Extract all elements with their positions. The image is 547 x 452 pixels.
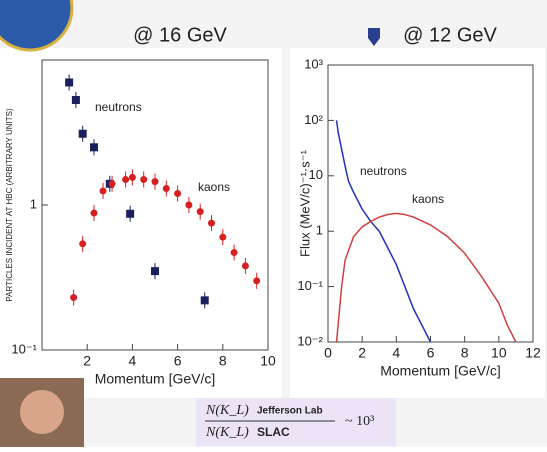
x-tick-label: 2 xyxy=(83,353,91,369)
right-panel xyxy=(290,48,545,398)
point xyxy=(79,240,87,248)
y-tick-label: 10 xyxy=(309,167,323,182)
series-label: neutrons xyxy=(360,164,407,178)
point xyxy=(162,184,170,192)
series-label: kaons xyxy=(198,180,230,194)
formula-numerator: N(K_L) xyxy=(205,403,249,418)
formula-box xyxy=(196,398,396,446)
x-tick-label: 4 xyxy=(129,353,137,369)
x-tick-label: 10 xyxy=(260,353,276,369)
point xyxy=(140,175,148,183)
series-label: kaons xyxy=(412,192,444,206)
y-tick-label: 10² xyxy=(304,112,323,127)
x-axis-label: Momentum [GeV/c] xyxy=(380,363,501,379)
point xyxy=(200,296,209,305)
point xyxy=(71,95,80,104)
point xyxy=(90,209,98,217)
formula-denominator-lab: SLAC xyxy=(257,425,290,439)
x-tick-label: 10 xyxy=(491,345,507,361)
point xyxy=(230,249,238,257)
speaker-face xyxy=(20,390,64,434)
point xyxy=(208,219,215,227)
point xyxy=(89,143,98,152)
x-axis-label: Momentum [GeV/c] xyxy=(95,371,216,387)
point xyxy=(65,78,74,87)
series-label: neutrons xyxy=(95,100,142,114)
point xyxy=(151,267,159,276)
point xyxy=(196,208,204,216)
point xyxy=(185,201,193,209)
x-tick-label: 2 xyxy=(358,345,366,361)
jlab-logo xyxy=(368,28,380,46)
point xyxy=(128,173,136,181)
y-tick-label: 1 xyxy=(316,223,323,238)
y-axis-label: PARTICLES INCIDENT AT HBC (ARBITRARY UNI… xyxy=(5,108,14,302)
point xyxy=(122,175,130,183)
point xyxy=(78,129,87,138)
y-tick-label: 10⁻¹ xyxy=(297,278,323,293)
formula-numerator-lab: Jefferson Lab xyxy=(257,406,323,417)
x-tick-label: 4 xyxy=(392,345,400,361)
chart-title: @ 16 GeV xyxy=(133,24,227,46)
line xyxy=(335,212,517,343)
x-tick-label: 12 xyxy=(525,345,541,361)
y-tick-label: 10⁻² xyxy=(297,333,323,348)
logo xyxy=(0,0,74,52)
point xyxy=(253,277,261,285)
x-tick-label: 0 xyxy=(324,345,332,361)
point xyxy=(151,178,159,186)
y-axis-label: Flux (MeV/c)⁻¹·s⁻¹ xyxy=(297,149,312,257)
y-tick-label: 1 xyxy=(30,196,37,211)
point xyxy=(70,294,78,302)
x-tick-label: 8 xyxy=(461,345,469,361)
formula-denominator: N(K_L) xyxy=(205,425,249,440)
left-panel xyxy=(0,48,282,398)
point xyxy=(99,187,107,195)
formula-ratio: ~ 10³ xyxy=(345,414,374,429)
point xyxy=(219,233,227,241)
point xyxy=(241,262,249,270)
x-tick-label: 6 xyxy=(174,353,182,369)
y-tick-label: 10⁻¹ xyxy=(11,341,37,356)
point xyxy=(108,180,116,188)
y-tick-label: 10³ xyxy=(304,56,323,71)
point xyxy=(174,190,182,198)
x-tick-label: 6 xyxy=(427,345,435,361)
chart-title: @ 12 GeV xyxy=(403,24,497,46)
point xyxy=(126,209,135,218)
x-tick-label: 8 xyxy=(219,353,227,369)
